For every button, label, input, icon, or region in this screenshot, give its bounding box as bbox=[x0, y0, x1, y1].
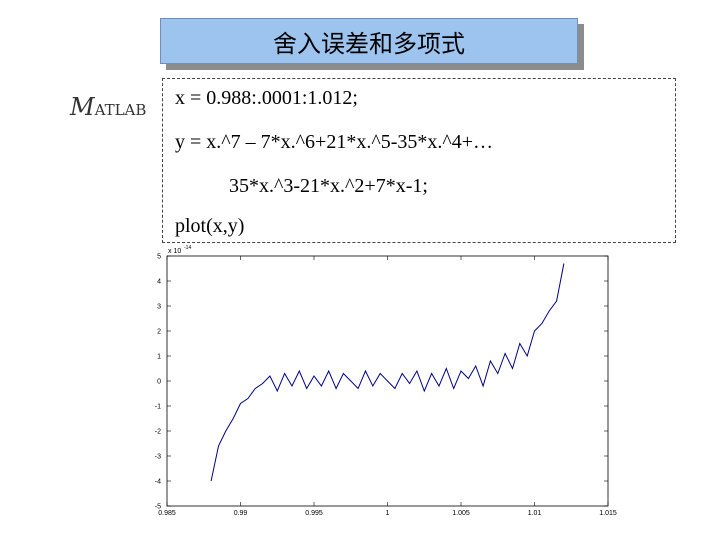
x-tick-label: 0.985 bbox=[158, 510, 176, 517]
slide-title-text: 舍入误差和多项式 bbox=[273, 29, 465, 58]
code-line-1: x = 0.988:.0001:1.012; bbox=[175, 87, 358, 109]
x-tick-label: 1.015 bbox=[599, 510, 617, 517]
y-tick-label: -5 bbox=[155, 504, 161, 511]
code-line-3: 35*x.^3-21*x.^2+7*x-1; bbox=[229, 175, 428, 197]
y-exponent-power: -14 bbox=[184, 245, 191, 251]
matlab-logo: MATLAB bbox=[70, 93, 146, 121]
y-tick-label: 0 bbox=[157, 379, 161, 386]
y-tick-label: 4 bbox=[157, 279, 161, 286]
y-tick-label: -1 bbox=[155, 404, 161, 411]
y-tick-label: 2 bbox=[157, 329, 161, 336]
y-tick-label: 3 bbox=[157, 304, 161, 311]
series-line bbox=[210, 263, 565, 482]
code-box: x = 0.988:.0001:1.012; y = x.^7 – 7*x.^6… bbox=[162, 78, 676, 243]
logo-first-letter: M bbox=[70, 93, 95, 121]
logo-rest: ATLAB bbox=[94, 101, 147, 119]
x-tick-label: 1 bbox=[386, 510, 390, 517]
y-tick-label: 1 bbox=[157, 354, 161, 361]
y-tick-label: -3 bbox=[155, 454, 161, 461]
y-exponent-label: x 10 bbox=[168, 248, 181, 255]
x-tick-label: 0.995 bbox=[305, 510, 323, 517]
code-line-4: plot(x,y) bbox=[175, 215, 245, 237]
x-tick-label: 1.01 bbox=[528, 510, 542, 517]
y-tick-label: -2 bbox=[155, 429, 161, 436]
y-tick-label: 5 bbox=[157, 254, 161, 261]
x-tick-label: 1.005 bbox=[452, 510, 470, 517]
code-line-2: y = x.^7 – 7*x.^6+21*x.^5-35*x.^4+… bbox=[175, 131, 494, 153]
x-tick-label: 0.99 bbox=[234, 510, 248, 517]
y-tick-label: -4 bbox=[155, 479, 161, 486]
slide-title: 舍入误差和多项式 bbox=[160, 18, 578, 64]
